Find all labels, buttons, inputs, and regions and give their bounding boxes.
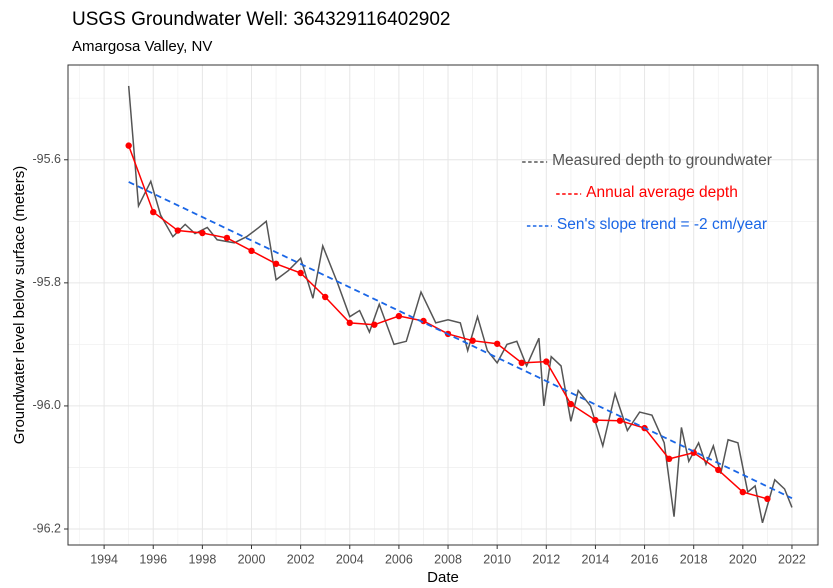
y-tick-label: -96.2 [33,521,62,535]
x-tick-label: 2018 [680,552,708,566]
point [125,142,132,149]
point [371,321,378,328]
x-tick-label: 2016 [631,552,659,566]
x-tick-label: 2008 [434,552,462,566]
point [297,269,304,277]
point [174,227,182,234]
x-tick-label: 2022 [778,552,806,566]
x-tick-label: 2000 [238,552,266,566]
x-tick-label: 2002 [287,552,315,566]
y-tick-label: -95.8 [33,275,62,289]
point [469,337,476,344]
point [395,312,403,320]
point [739,488,747,496]
point [715,466,722,474]
x-tick-label: 2014 [582,552,610,566]
point [346,319,353,327]
y-tick-label: -95.6 [33,152,62,166]
x-tick-label: 2010 [483,552,511,566]
legend-label: Annual average depth [586,184,738,201]
x-tick-label: 1998 [188,552,216,566]
series-line [127,85,793,524]
x-tick-label: 1996 [139,552,167,566]
x-tick-label: 2006 [385,552,413,566]
y-tick-label: -96.0 [33,398,62,412]
point [543,358,550,365]
point [248,247,255,255]
x-tick-label: 2004 [336,552,364,566]
chart-subtitle: Amargosa Valley, NV [72,38,212,55]
point [493,340,501,347]
point [199,229,206,237]
point [567,400,575,408]
point [150,208,157,216]
series-line [128,181,793,500]
point [764,495,771,503]
legend-label: Sen's slope trend = -2 cm/year [557,216,767,233]
legend-label: Measured depth to groundwater [552,152,772,169]
point [272,260,280,267]
point [322,293,329,301]
point [518,359,525,367]
chart-title: USGS Groundwater Well: 364329116402902 [72,9,451,30]
plot-border [67,64,819,546]
point [223,234,231,242]
point [616,417,624,424]
x-tick-label: 1994 [90,552,118,566]
y-axis-title: Groundwater level below surface (meters) [11,166,28,444]
x-axis-title: Date [427,569,459,586]
point [665,455,673,463]
x-tick-label: 2020 [729,552,757,566]
point [592,416,599,424]
x-tick-label: 2012 [532,552,560,566]
